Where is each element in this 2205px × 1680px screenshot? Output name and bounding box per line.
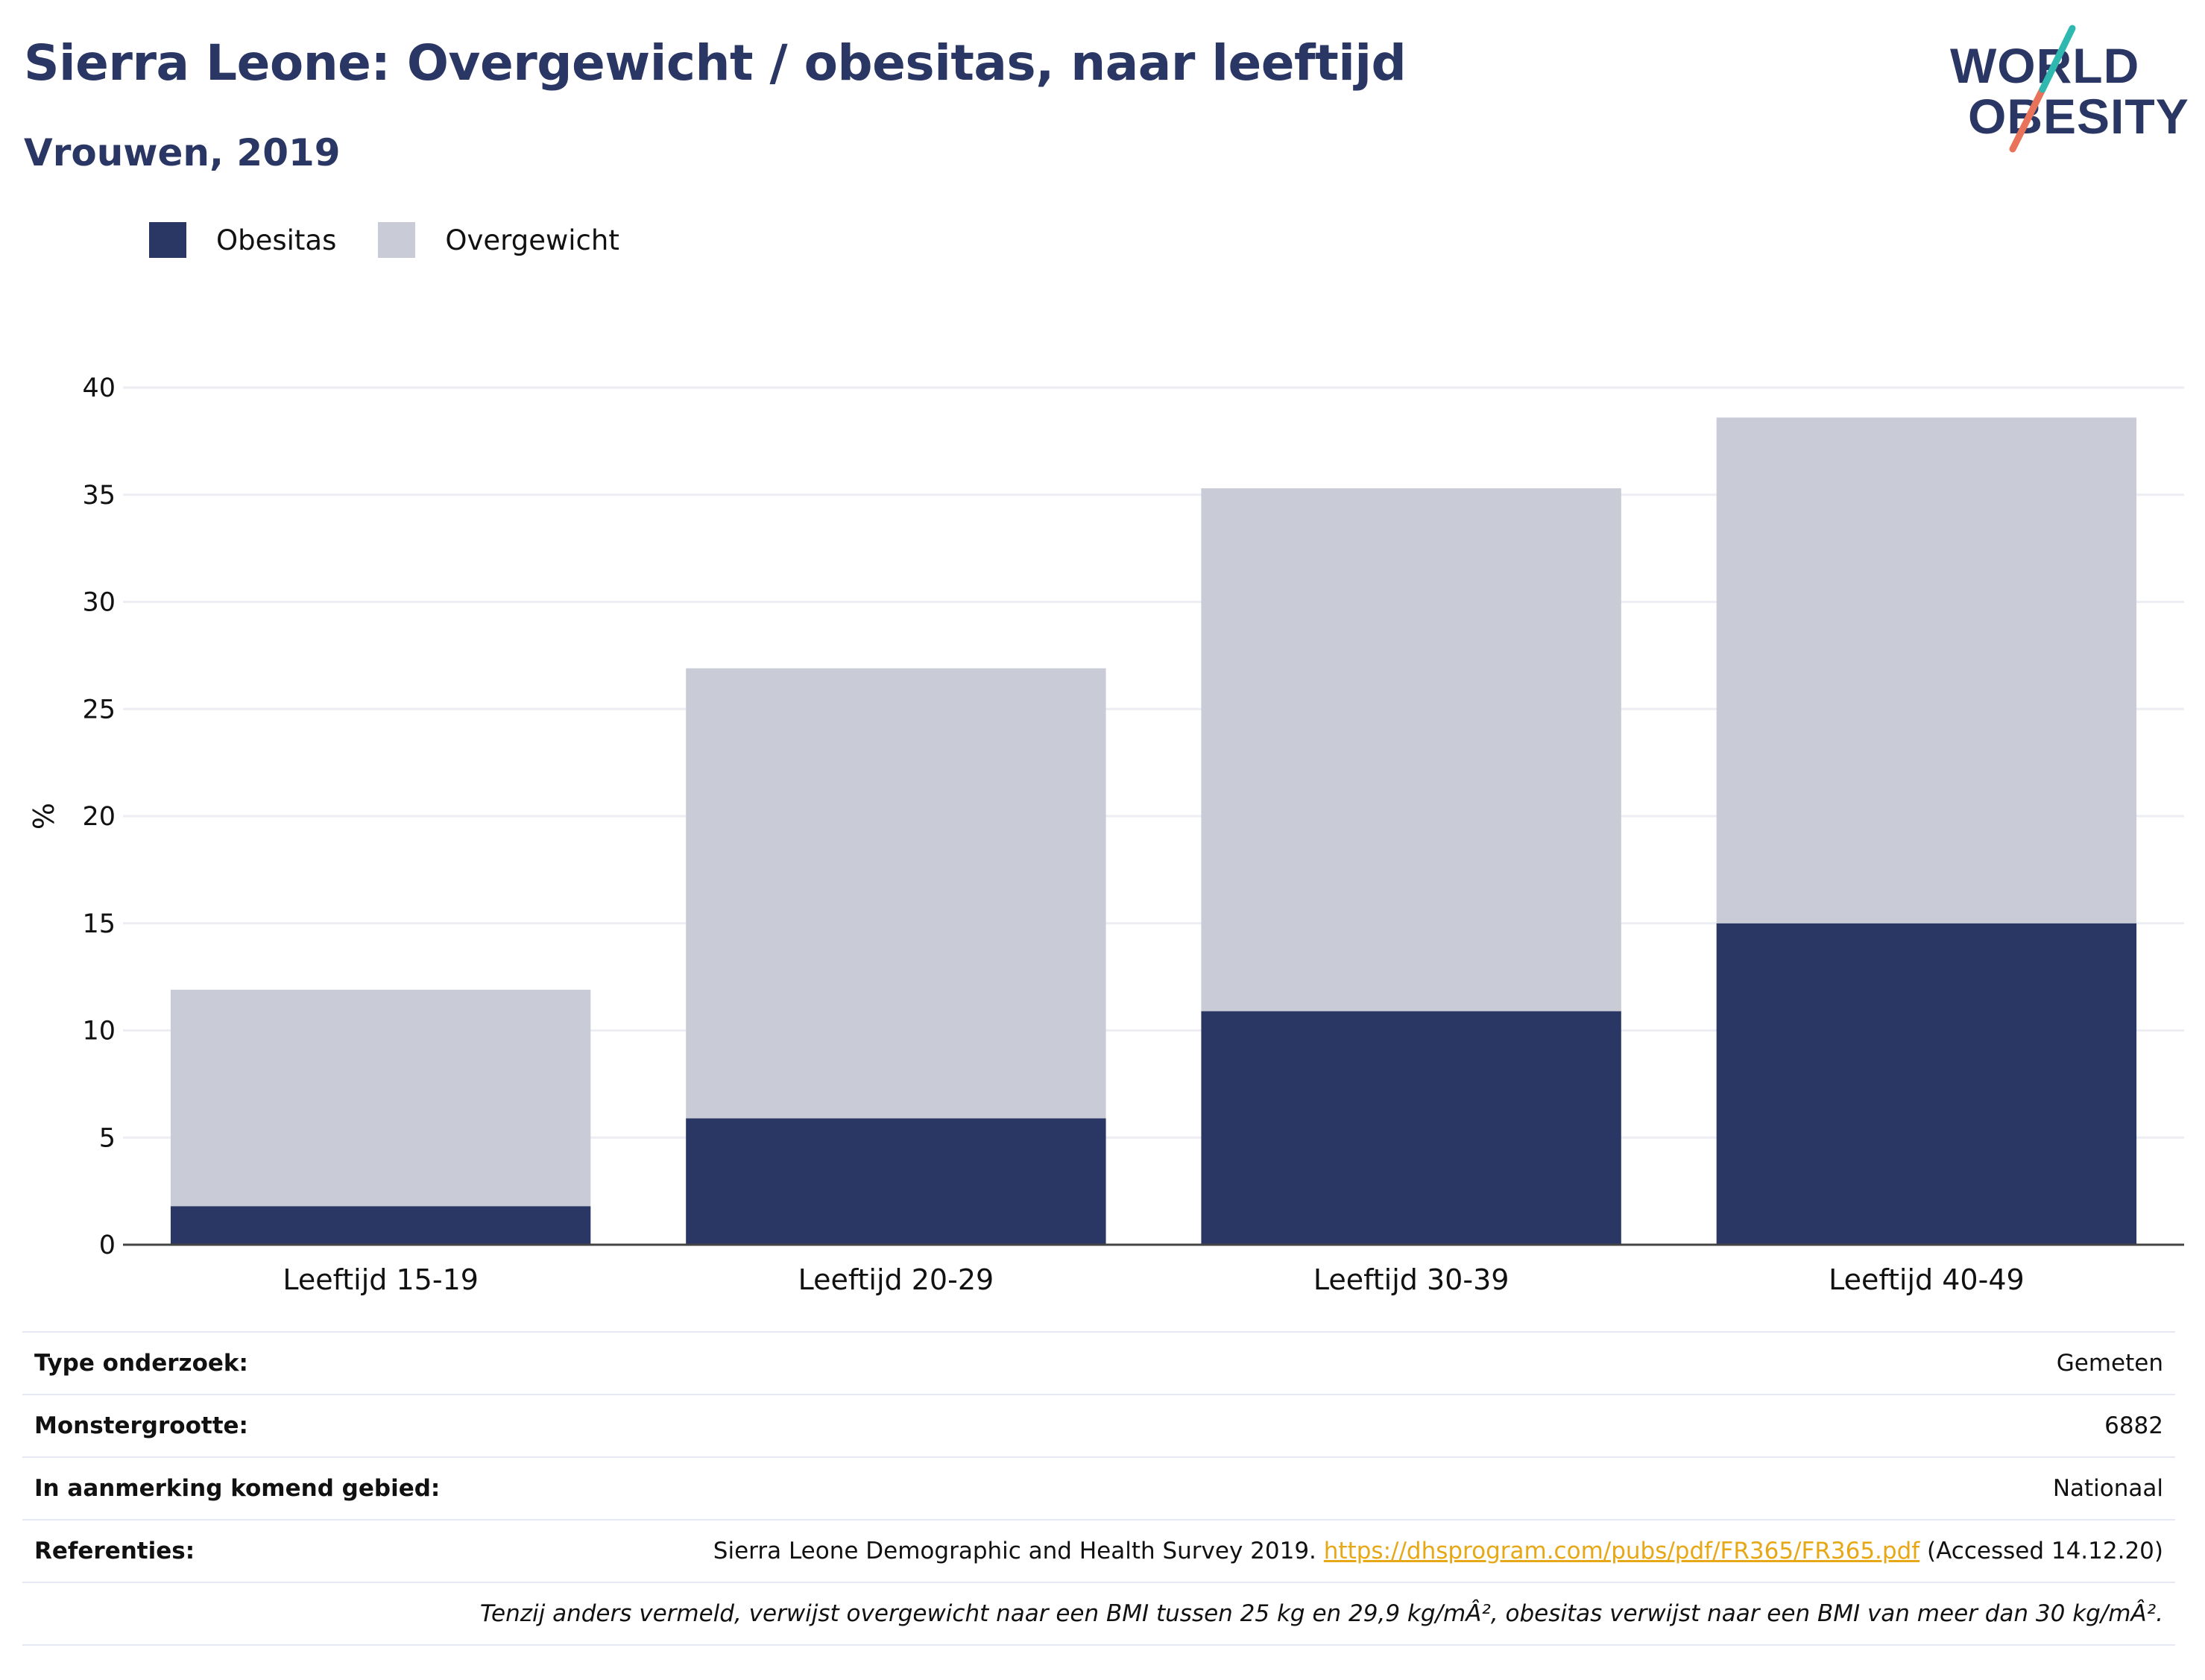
y-tick-label: 10 (82, 1017, 116, 1046)
reference-citation: Sierra Leone Demographic and Health Surv… (713, 1538, 1324, 1564)
bar-overgewicht-3[interactable] (1201, 488, 1621, 1011)
x-tick-label: Leeftijd 20-29 (798, 1263, 994, 1296)
bar-overgewicht-4[interactable] (1716, 417, 2137, 923)
legend-label-obesitas: Obesitas (216, 224, 337, 256)
y-tick-label: 5 (99, 1123, 116, 1153)
meta-key: Referenties: (34, 1538, 195, 1564)
chart-bars (170, 417, 2137, 1245)
bar-overgewicht-1[interactable] (170, 989, 591, 1207)
logo-line2: OBESITY (1968, 89, 2189, 144)
bar-obesitas-1[interactable] (170, 1206, 591, 1245)
bar-obesitas-2[interactable] (686, 1118, 1106, 1245)
y-tick-label: 25 (82, 695, 116, 724)
chart-legend: Obesitas Overgewicht (149, 221, 661, 259)
legend-label-overgewicht: Overgewicht (445, 224, 619, 256)
meta-value: Gemeten (2056, 1350, 2163, 1377)
bar-obesitas-3[interactable] (1201, 1011, 1621, 1245)
world-obesity-logo[interactable]: WORLD OBESITY (1938, 22, 2192, 157)
meta-key: Monstergrootte: (34, 1412, 248, 1439)
meta-key: Type onderzoek: (34, 1350, 248, 1377)
y-axis-title: % (28, 803, 60, 830)
meta-row-note: Tenzij anders vermeld, verwijst overgewi… (22, 1582, 2175, 1646)
y-tick-label: 30 (82, 588, 116, 618)
bar-chart: 0 5 10 15 20 25 30 35 40 Leeftijd 15-19 Leeftijd 2… (28, 373, 2184, 1296)
bar-obesitas-4[interactable] (1716, 923, 2137, 1245)
legend-swatch-obesitas (149, 222, 186, 258)
bmi-note: Tenzij anders vermeld, verwijst overgewi… (479, 1600, 2163, 1627)
meta-row-sample-size: Monstergrootte: 6882 (22, 1394, 2175, 1456)
chart-axes: 0 5 10 15 20 25 30 35 40 Leeftijd 15-19 Leeftijd 2… (82, 373, 2184, 1296)
legend-swatch-overgewicht (378, 222, 416, 258)
meta-value: Nationaal (2052, 1475, 2163, 1502)
x-tick-label: Leeftijd 30-39 (1313, 1263, 1510, 1296)
meta-value: 6882 (2104, 1412, 2163, 1439)
metadata-table: Type onderzoek: Gemeten Monstergrootte: … (22, 1331, 2175, 1646)
legend-item-overgewicht[interactable]: Overgewicht (378, 222, 619, 258)
meta-key: In aanmerking komend gebied: (34, 1475, 441, 1502)
x-tick-label: Leeftijd 15-19 (283, 1263, 479, 1296)
y-tick-label: 20 (82, 802, 116, 832)
reference-accessed: (Accessed 14.12.20) (1919, 1538, 2163, 1564)
chart-subtitle: Vrouwen, 2019 (24, 131, 341, 174)
meta-row-area: In aanmerking komend gebied: Nationaal (22, 1456, 2175, 1519)
bar-overgewicht-2[interactable] (686, 668, 1106, 1119)
x-tick-label: Leeftijd 40-49 (1829, 1263, 2025, 1296)
y-tick-label: 40 (82, 373, 116, 403)
legend-item-obesitas[interactable]: Obesitas (149, 222, 336, 258)
reference-link[interactable]: https://dhsprogram.com/pubs/pdf/FR365/FR… (1323, 1538, 1920, 1564)
y-tick-label: 35 (82, 481, 116, 511)
meta-row-references: Referenties: Sierra Leone Demographic an… (22, 1519, 2175, 1582)
reference-text: Sierra Leone Demographic and Health Surv… (713, 1538, 2163, 1564)
y-tick-label: 15 (82, 909, 116, 939)
meta-row-survey-type: Type onderzoek: Gemeten (22, 1331, 2175, 1394)
logo-slash-icon (2009, 25, 2076, 153)
chart-title: Sierra Leone: Overgewicht / obesitas, na… (24, 34, 1407, 92)
y-tick-label: 0 (99, 1231, 116, 1260)
